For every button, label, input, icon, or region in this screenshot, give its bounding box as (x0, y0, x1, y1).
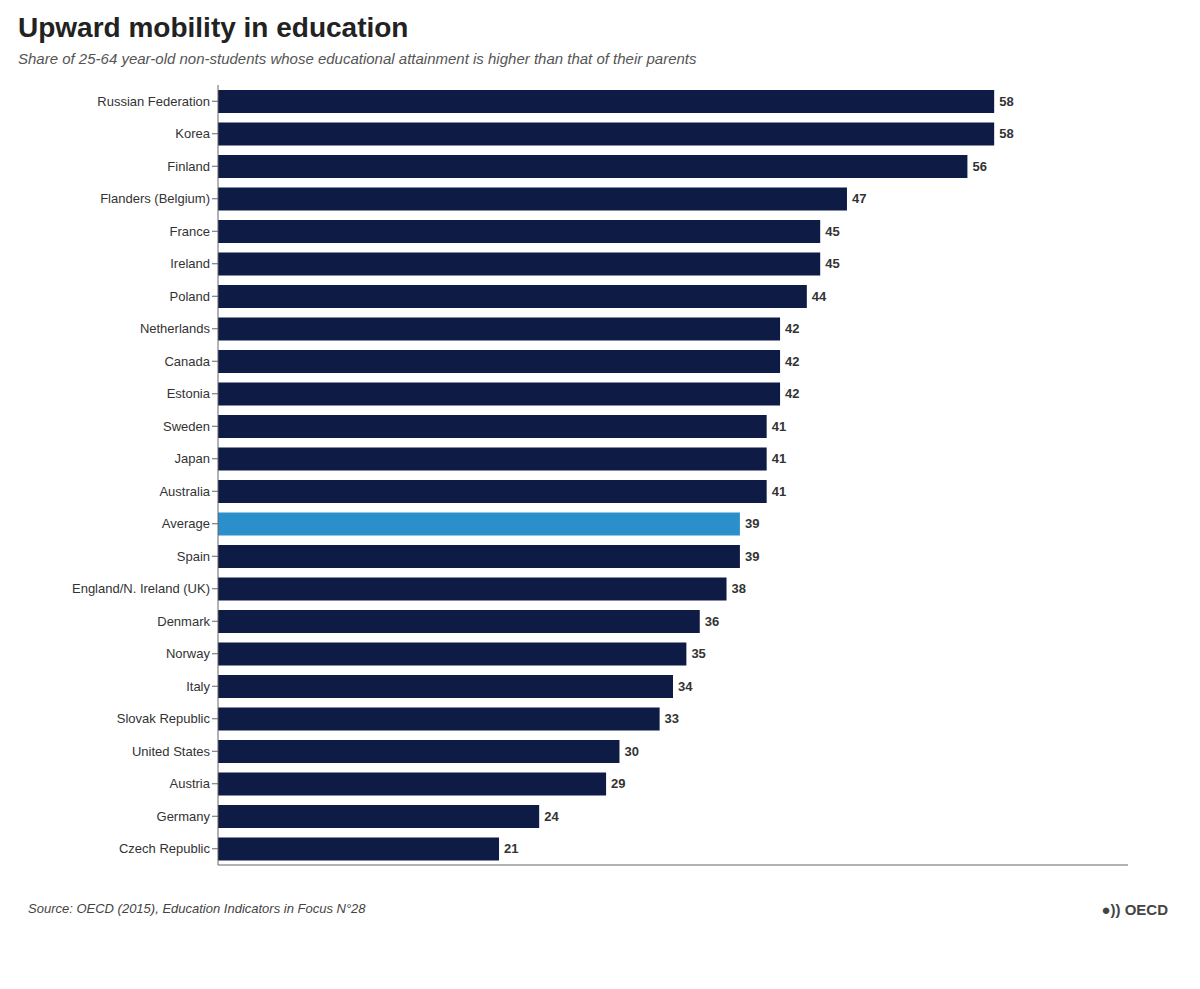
svg-text:Ireland: Ireland (170, 256, 210, 271)
svg-text:21: 21 (504, 841, 518, 856)
svg-text:34: 34 (678, 679, 693, 694)
svg-text:Korea: Korea (175, 126, 210, 141)
svg-text:Finland: Finland (167, 159, 210, 174)
svg-text:45: 45 (825, 224, 839, 239)
svg-text:Netherlands: Netherlands (140, 321, 211, 336)
svg-text:29: 29 (611, 776, 625, 791)
svg-text:30: 30 (624, 744, 638, 759)
svg-text:Russian Federation: Russian Federation (97, 94, 210, 109)
svg-text:41: 41 (772, 484, 786, 499)
svg-text:44: 44 (812, 289, 827, 304)
svg-text:42: 42 (785, 321, 799, 336)
svg-text:41: 41 (772, 419, 786, 434)
svg-text:39: 39 (745, 549, 759, 564)
svg-text:35: 35 (691, 646, 705, 661)
html-text:Share of 25-64 year-old non-st: Share of 25-64 year-old non-students who… (18, 50, 697, 67)
svg-text:Germany: Germany (157, 809, 211, 824)
svg-text:38: 38 (732, 581, 746, 596)
html-text:●)) OECD: ●)) OECD (1101, 901, 1168, 918)
svg-text:39: 39 (745, 516, 759, 531)
svg-text:Estonia: Estonia (167, 386, 211, 401)
svg-text:36: 36 (705, 614, 719, 629)
html-text:Source: OECD (2015), Education: Source: OECD (2015), Education Indicator… (28, 901, 366, 916)
svg-text:Sweden: Sweden (163, 419, 210, 434)
svg-text:Slovak Republic: Slovak Republic (117, 711, 211, 726)
svg-text:42: 42 (785, 354, 799, 369)
svg-text:England/N. Ireland (UK): England/N. Ireland (UK) (72, 581, 210, 596)
svg-text:Canada: Canada (164, 354, 210, 369)
svg-text:Norway: Norway (166, 646, 211, 661)
svg-text:58: 58 (999, 126, 1013, 141)
svg-text:33: 33 (665, 711, 679, 726)
svg-text:Average: Average (162, 516, 210, 531)
svg-text:56: 56 (972, 159, 986, 174)
svg-text:Australia: Australia (159, 484, 210, 499)
svg-text:45: 45 (825, 256, 839, 271)
svg-text:Poland: Poland (170, 289, 210, 304)
svg-text:Spain: Spain (177, 549, 210, 564)
svg-text:Czech Republic: Czech Republic (119, 841, 211, 856)
svg-text:France: France (170, 224, 210, 239)
svg-text:Italy: Italy (186, 679, 210, 694)
svg-text:United States: United States (132, 744, 211, 759)
html-text:Upward mobility in education: Upward mobility in education (18, 12, 409, 43)
svg-text:Japan: Japan (175, 451, 210, 466)
svg-text:24: 24 (544, 809, 559, 824)
svg-text:47: 47 (852, 191, 866, 206)
svg-text:58: 58 (999, 94, 1013, 109)
svg-text:41: 41 (772, 451, 786, 466)
svg-text:Austria: Austria (170, 776, 211, 791)
svg-text:Flanders (Belgium): Flanders (Belgium) (100, 191, 210, 206)
svg-text:Denmark: Denmark (157, 614, 210, 629)
svg-text:42: 42 (785, 386, 799, 401)
